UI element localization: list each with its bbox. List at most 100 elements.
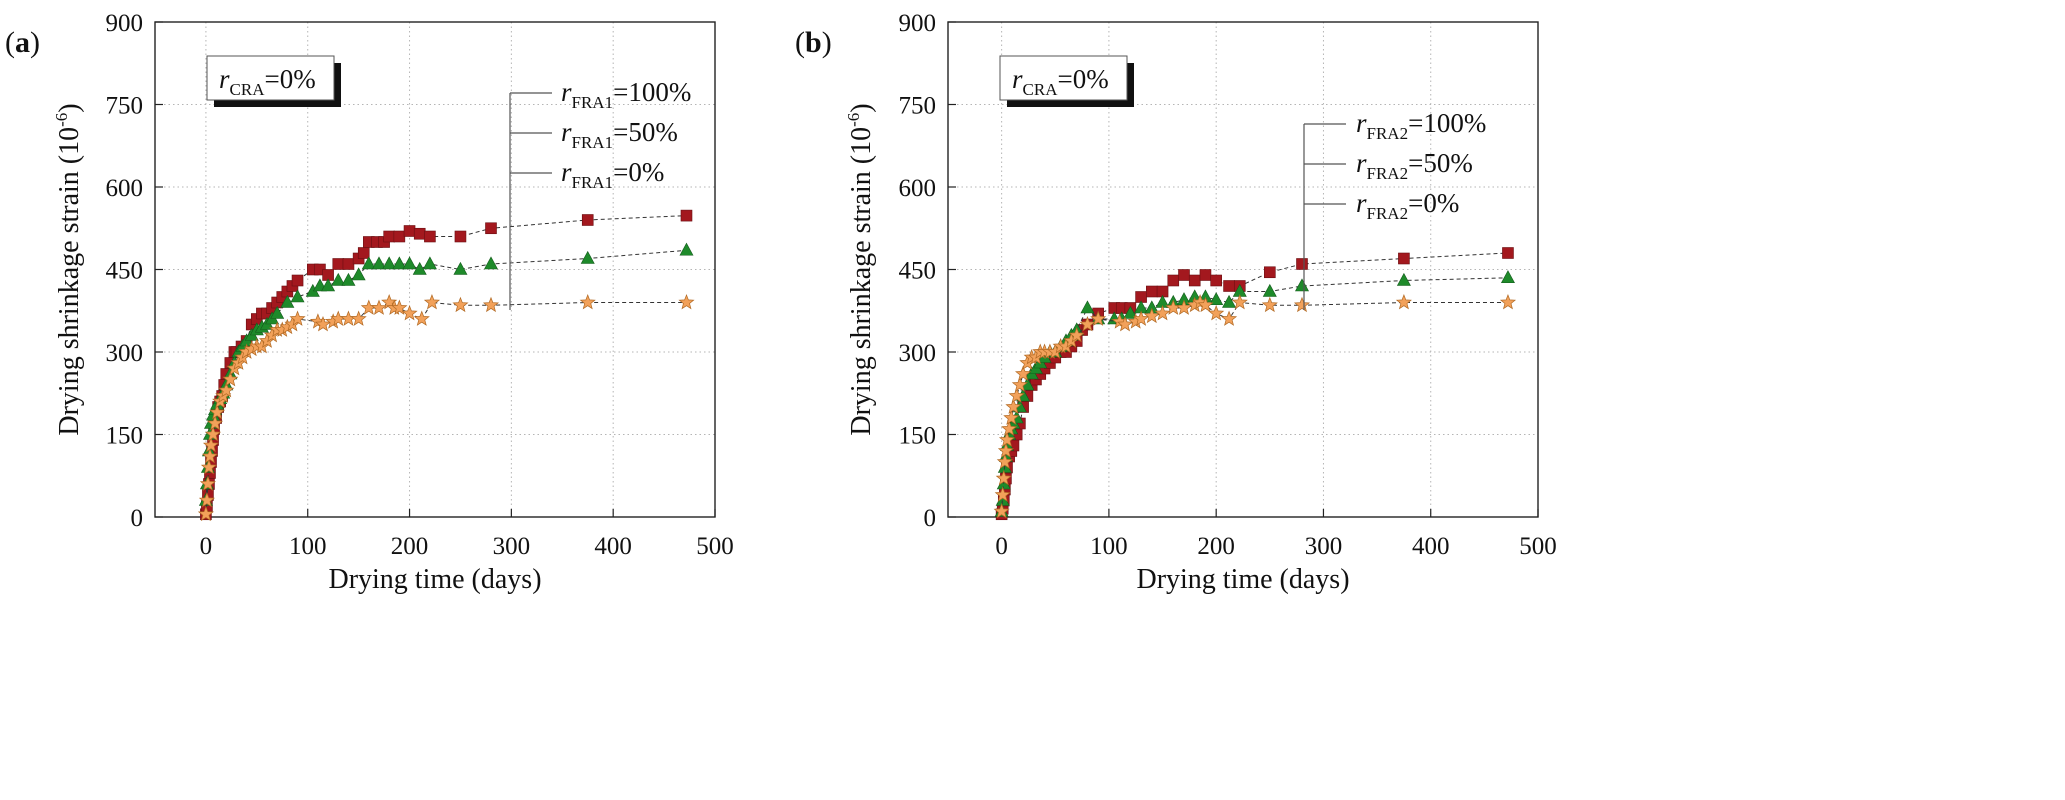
- annotation-box: [999, 55, 1128, 101]
- annotation-rest: =0%: [264, 64, 315, 94]
- data-point: [1167, 274, 1180, 287]
- y-tick-label: 900: [106, 10, 144, 37]
- x-axis-label: Drying time (days): [1136, 564, 1349, 595]
- y-tick-label: 600: [106, 175, 144, 202]
- data-point: [1116, 316, 1134, 332]
- data-point: [222, 371, 239, 387]
- data-point: [994, 486, 1011, 502]
- annotation-text: rCRA=0%: [219, 64, 316, 99]
- panel-label-open: (: [795, 26, 805, 59]
- data-point: [483, 256, 499, 270]
- x-tick-label: 0: [995, 533, 1008, 560]
- data-point: [393, 230, 406, 243]
- x-tick-label: 0: [200, 533, 213, 560]
- panel-label-close: ): [30, 26, 40, 59]
- data-point: [1262, 283, 1277, 297]
- legend-r: r: [561, 157, 572, 187]
- data-point: [580, 250, 595, 264]
- panel-label-close: ): [822, 26, 832, 59]
- data-point: [1294, 278, 1310, 292]
- annotation-sub: CRA: [1023, 80, 1059, 99]
- y-axis-label-main: Drying shrinkage strain (10: [846, 127, 877, 436]
- data-point: [1296, 258, 1308, 270]
- data-point: [579, 294, 596, 310]
- data-point: [1502, 247, 1514, 259]
- y-axis-label-close: ): [54, 103, 85, 112]
- data-point: [1395, 294, 1412, 310]
- chart-panel-b: 0 100 200 300 400 500 0 150 300 450 600 750 900 Dryin…: [795, 10, 1557, 595]
- series-square: [995, 247, 1514, 521]
- data-point: [391, 299, 408, 315]
- data-point: [1079, 316, 1096, 332]
- data-point: [342, 258, 355, 270]
- data-point: [402, 256, 417, 270]
- data-point: [1005, 398, 1022, 414]
- data-point: [1197, 296, 1214, 313]
- y-tick-label: 300: [106, 340, 144, 367]
- data-point: [1146, 285, 1158, 298]
- data-point: [453, 261, 468, 275]
- y-tick-label: 150: [899, 423, 937, 450]
- data-point: [1015, 365, 1032, 381]
- x-tick-label: 200: [1197, 533, 1235, 560]
- y-axis-label-main: Drying shrinkage strain (10: [54, 127, 85, 436]
- legend-r: r: [561, 77, 572, 107]
- annotation-sub: CRA: [230, 80, 266, 99]
- y-tick-label: 900: [899, 10, 937, 37]
- series-line: [1001, 277, 1509, 512]
- y-tick-label: 450: [106, 258, 144, 285]
- legend-entry: rFRA1=50%: [561, 117, 678, 152]
- annotation-box: [206, 55, 335, 101]
- x-tick-label: 300: [493, 533, 531, 560]
- data-point: [1003, 409, 1020, 425]
- data-point: [280, 294, 295, 308]
- data-point: [204, 426, 222, 442]
- data-point: [197, 505, 214, 522]
- legend-rest: =100%: [1408, 108, 1486, 138]
- series-line: [205, 249, 687, 501]
- annotation-text: rCRA=0%: [1012, 64, 1109, 99]
- data-point: [1123, 305, 1138, 319]
- data-point: [361, 256, 376, 270]
- annotation-rest: =0%: [1057, 64, 1108, 94]
- legend: rFRA2=100%rFRA2=50%rFRA2=0%: [1303, 108, 1486, 310]
- data-point: [198, 492, 215, 508]
- legend-sub: FRA1: [572, 93, 614, 112]
- data-point: [1208, 305, 1225, 321]
- data-point: [1396, 272, 1411, 286]
- x-tick-label: 500: [696, 533, 734, 560]
- data-point: [403, 225, 416, 237]
- legend-entry: rFRA2=0%: [1356, 188, 1459, 223]
- legend-r: r: [1356, 188, 1367, 218]
- data-point: [1261, 296, 1278, 313]
- series-star: [197, 294, 695, 522]
- x-axis-label: Drying time (days): [328, 564, 541, 595]
- legend-rest: =50%: [1408, 148, 1473, 178]
- data-point: [291, 274, 304, 287]
- data-point: [289, 310, 306, 326]
- data-point: [314, 316, 332, 332]
- data-point: [351, 267, 366, 281]
- data-point: [1209, 292, 1224, 306]
- data-point: [1222, 294, 1237, 308]
- panel-label-letter: a: [15, 26, 30, 59]
- data-point: [424, 230, 436, 243]
- panel-label-open: (: [5, 26, 15, 59]
- data-point: [485, 222, 497, 235]
- x-tick-label: 400: [594, 533, 632, 560]
- data-point: [1143, 307, 1160, 324]
- series-line: [1001, 252, 1509, 515]
- data-point: [678, 294, 695, 310]
- series-square: [200, 209, 693, 521]
- data-point: [1398, 252, 1410, 265]
- data-point: [1188, 274, 1201, 287]
- series-triangle: [198, 242, 694, 506]
- data-point: [423, 294, 441, 310]
- data-point: [392, 256, 407, 270]
- legend-r: r: [561, 117, 572, 147]
- data-point: [290, 289, 305, 303]
- data-point: [1199, 269, 1212, 281]
- legend-entry: rFRA1=0%: [561, 157, 664, 192]
- data-point: [401, 305, 418, 321]
- legend-entry: rFRA2=50%: [1356, 148, 1473, 183]
